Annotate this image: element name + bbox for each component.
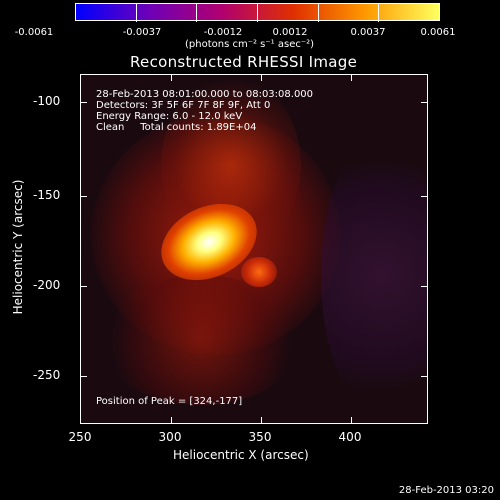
info-line: Detectors: 3F 5F 6F 7F 8F 9F, Att 0 <box>96 100 271 111</box>
colorbar-tick <box>136 4 137 22</box>
x-tick-label: 400 <box>338 430 362 444</box>
rhessi-image-plot: 28-Feb-2013 08:01:00.000 to 08:03:08.000… <box>80 74 428 424</box>
colorbar-tick <box>378 4 379 22</box>
y-tick-label: -150 <box>33 188 61 202</box>
colorbar-label: -0.0061 <box>14 27 54 38</box>
x-tick-label: 350 <box>248 430 272 444</box>
colorbar-label: -0.0037 <box>122 27 162 38</box>
info-line: Clean Total counts: 1.89E+04 <box>96 122 257 133</box>
secondary-source <box>241 257 277 287</box>
y-axis-title: Heliocentric Y (arcsec) <box>11 179 25 315</box>
colorbar-label: 0.0012 <box>272 27 308 38</box>
emission-region <box>321 135 427 415</box>
info-line: Energy Range: 6.0 - 12.0 keV <box>96 111 243 122</box>
y-tick <box>421 196 427 197</box>
x-tick <box>351 417 352 423</box>
y-tick <box>81 102 87 103</box>
colorbar-tick <box>257 4 258 22</box>
y-tick <box>421 286 427 287</box>
colorbar-units: (photons cm⁻² s⁻¹ asec⁻²) <box>185 39 315 50</box>
colorbar-tick <box>196 4 197 22</box>
y-tick-label: -100 <box>33 94 61 108</box>
emission-region <box>101 275 301 405</box>
y-tick <box>81 286 87 287</box>
peak-position: Position of Peak = [324,-177] <box>96 396 243 407</box>
info-line: 28-Feb-2013 08:01:00.000 to 08:03:08.000 <box>96 89 314 100</box>
y-tick <box>421 102 427 103</box>
x-tick <box>171 75 172 81</box>
y-tick-label: -250 <box>33 368 61 382</box>
y-tick <box>421 376 427 377</box>
image-title: Reconstructed RHESSI Image <box>130 53 358 71</box>
colorbar-label: -0.0012 <box>203 27 243 38</box>
colorbar-label: 0.0037 <box>350 27 386 38</box>
x-tick <box>261 75 262 81</box>
x-tick-label: 300 <box>158 430 182 444</box>
colorbar-label: 0.0061 <box>420 27 456 38</box>
timestamp: 28-Feb-2013 03:20 <box>398 485 494 496</box>
y-tick-label: -200 <box>33 278 61 292</box>
y-tick <box>81 196 87 197</box>
colorbar-tick <box>318 4 319 22</box>
x-tick <box>261 417 262 423</box>
x-tick <box>351 75 352 81</box>
x-tick-label: 250 <box>68 430 92 444</box>
colorbar <box>75 3 440 22</box>
x-axis-title: Heliocentric X (arcsec) <box>173 448 309 462</box>
y-tick <box>81 376 87 377</box>
x-tick <box>171 417 172 423</box>
